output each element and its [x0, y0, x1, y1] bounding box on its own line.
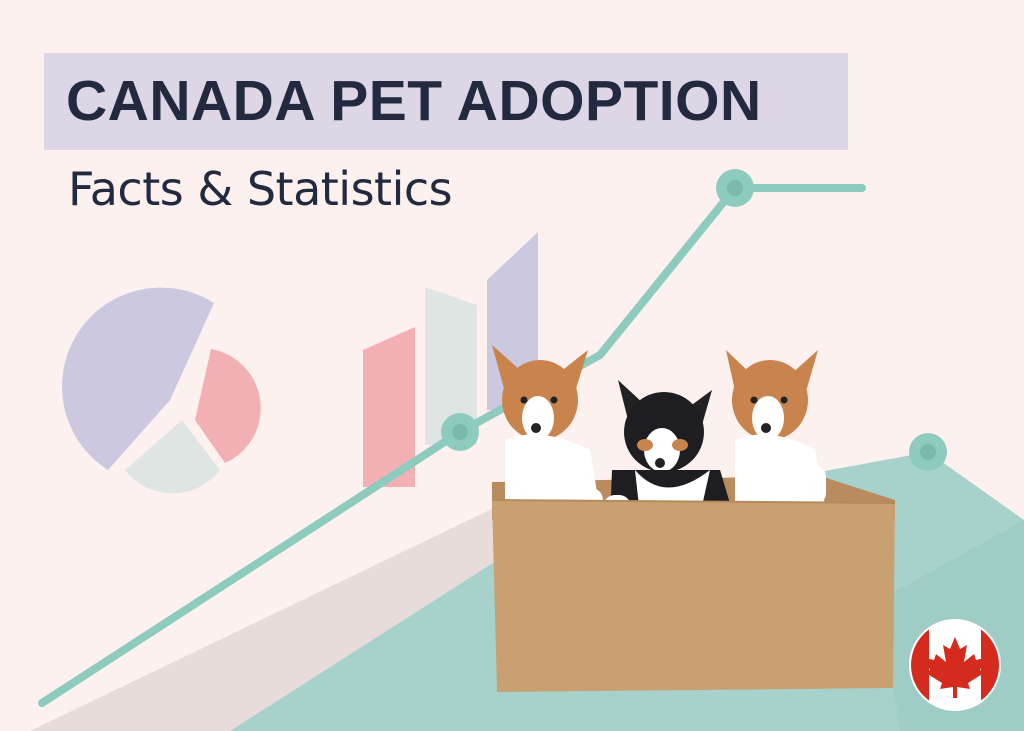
page-title: CANADA PET ADOPTION: [66, 69, 762, 133]
canada-flag-icon: [909, 619, 1001, 711]
title-banner: [44, 53, 848, 150]
page-subtitle: Facts & Statistics: [68, 162, 453, 216]
trend-line: [38, 169, 947, 707]
puppy-right: [726, 350, 826, 525]
beige-band: [30, 505, 560, 731]
cardboard-box: [492, 500, 895, 692]
pie-chart-icon: [62, 287, 261, 494]
